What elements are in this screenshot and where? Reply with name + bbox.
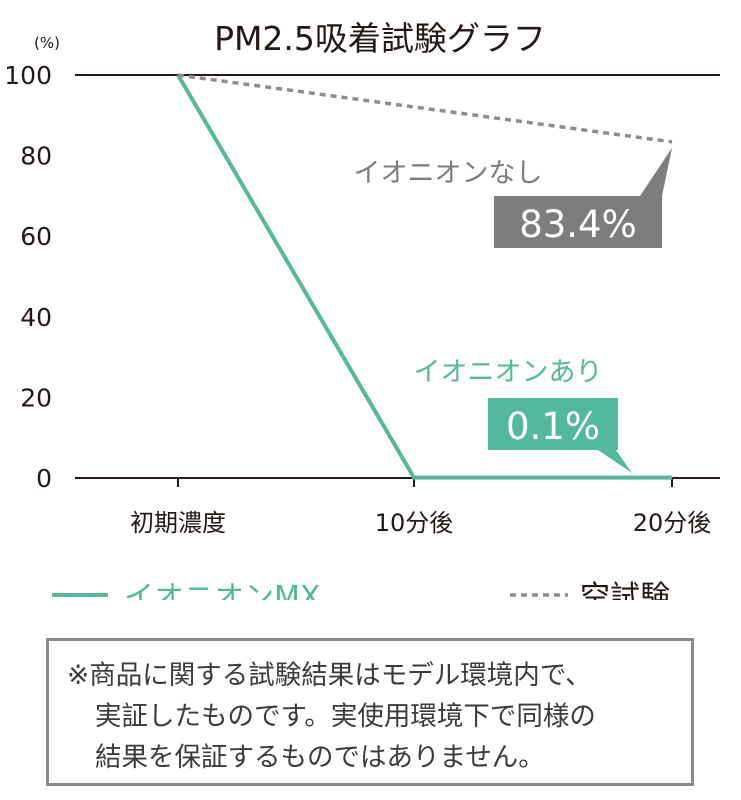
disclaimer-line-3: 結果を保証するものではありません。 (95, 742, 545, 773)
annotation-label-without-ionion: イオニオンなし (354, 158, 543, 189)
y-axis-unit-label: (%) (34, 34, 60, 52)
y-tick-label: 100 (4, 61, 52, 90)
x-tick-label: 20分後 (633, 509, 712, 537)
y-tick-label: 40 (20, 303, 52, 332)
disclaimer-line-1: ※商品に関する試験結果はモデル環境内で、 (67, 660, 592, 691)
annotation-box-with-ionion (488, 398, 618, 450)
legend-label-blank-test: 空試験 (580, 580, 670, 600)
y-tick-label: 80 (20, 142, 52, 171)
x-tick-label: 10分後 (375, 509, 454, 537)
annotation-label-with-ionion: イオニオンあり (414, 357, 603, 388)
disclaimer-line-2: 実証したものです。実使用環境下で同様の (95, 701, 596, 732)
chart-title: PM2.5吸着試験グラフ (214, 19, 546, 58)
legend-label-ionion-mx: イオニオンMX (124, 580, 320, 600)
y-tick-label: 60 (20, 222, 52, 251)
y-tick-label: 20 (20, 383, 52, 412)
pm25-adsorption-chart: PM2.5吸着試験グラフ (%) 0 20 40 60 80 100 初期濃度 10分後 20… (4, 19, 720, 600)
ionion-mx-series-line (176, 73, 672, 480)
y-tick-label: 0 (36, 464, 52, 493)
disclaimer-note: ※商品に関する試験結果はモデル環境内で、 実証したものです。実使用環境下で同様の… (46, 638, 694, 786)
annotation-value-with-ionion: 0.1% (506, 405, 600, 448)
annotation-pointer-with-ionion (598, 450, 632, 473)
blank-test-series-line (177, 73, 673, 144)
annotation-box-without-ionion (494, 196, 662, 248)
annotation-pointer-without-ionion (640, 148, 672, 196)
x-tick-label: 初期濃度 (130, 509, 226, 537)
annotation-value-without-ionion: 83.4% (519, 203, 637, 246)
